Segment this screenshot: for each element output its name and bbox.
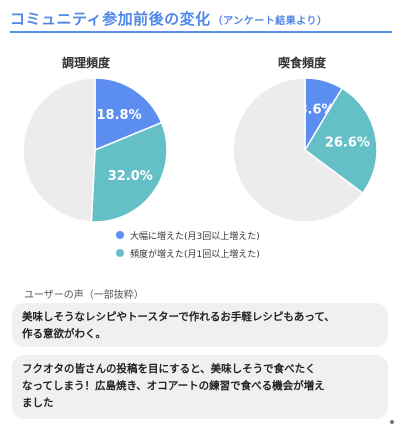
page-title-text: コミュニティ参加前後の変化 [10, 10, 211, 28]
pie-slice [22, 77, 96, 223]
legend-item-increase: 頻度が増えた(月1回以上増えた) [116, 244, 260, 262]
user-voices-title: ユーザーの声（一部抜粋） [24, 290, 144, 301]
voice-line: なってしまう！広島焼き、オコアートの練習で食べる機会が増え [22, 380, 325, 392]
legend-item-large-increase: 大幅に増えた(月3回以上増えた) [116, 226, 260, 244]
chart-title-eating: 喫食頻度 [278, 56, 327, 70]
voice-line: フクオタの皆さんの投稿を目にすると、美味しそうで食べたく [22, 363, 316, 375]
pie-slice [304, 87, 378, 195]
page-subtitle: （アンケート結果より） [212, 16, 328, 27]
pie-slice [94, 77, 163, 152]
legend-label-freq: 頻度が増えた(月1回以上増えた) [130, 249, 260, 260]
user-voice-bubble: フクオタの皆さんの投稿を目にすると、美味しそうで食べたく なってしまう！広島焼き… [12, 355, 388, 419]
slice-data-label: 32.0% [108, 169, 153, 184]
legend-label-large: 大幅に増えた(月3回以上増えた) [130, 231, 260, 242]
slice-data-label: 18.8% [97, 108, 142, 123]
slice-data-label: 26.6% [325, 136, 370, 151]
slice-data-label: 8.6% [298, 102, 334, 117]
page-title: コミュニティ参加前後の変化 （アンケート結果より） [10, 8, 328, 29]
pie-charts: 18.8% 32.0% 8.6% 26.6% [22, 77, 378, 223]
user-voice-bubble: 美味しそうなレシピやトースターで作れるお手軽レシピもあって、 作る意欲がわく。 [12, 303, 388, 347]
voice-line: 美味しそうなレシピやトースターで作れるお手軽レシピもあって、 [22, 311, 335, 323]
voice-line: 作る意欲がわく。 [22, 328, 106, 340]
legend-swatch-large [116, 231, 124, 239]
voice-line: ました [22, 397, 54, 409]
title-underline [10, 31, 392, 33]
chart-title-cooking: 調理頻度 [62, 56, 111, 70]
legend-swatch-freq [116, 249, 124, 257]
chart-legend: 大幅に増えた(月3回以上増えた) 頻度が増えた(月1回以上増えた) [116, 226, 260, 262]
pie-slice [90, 121, 168, 223]
pie-slice [232, 77, 364, 223]
page-indicator-dot [390, 420, 394, 424]
